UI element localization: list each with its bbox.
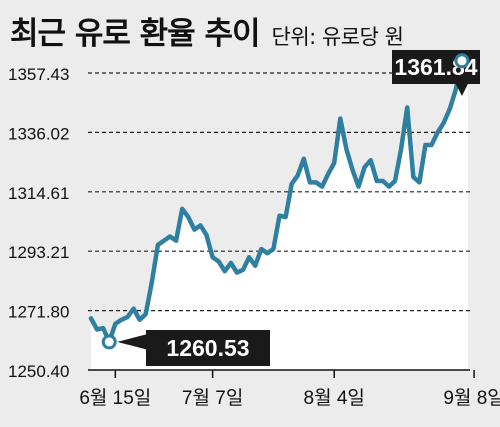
y-tick-label: 1357.43 xyxy=(8,65,69,84)
low-callout-label: 1260.53 xyxy=(166,335,249,361)
x-tick-label: 8월 4일 xyxy=(304,387,365,409)
y-tick-label: 1336.02 xyxy=(8,124,69,143)
x-tick-label: 6월 15일 xyxy=(79,387,151,409)
x-tick-label: 9월 8일 xyxy=(443,387,500,409)
low-callout-pointer xyxy=(117,333,148,350)
low-callout-box xyxy=(146,330,270,366)
series-line xyxy=(88,58,471,345)
y-tick-label: 1314.61 xyxy=(8,184,69,203)
y-tick-label: 1293.21 xyxy=(8,243,69,262)
y-tick-label: 1271.80 xyxy=(8,303,69,322)
y-tick-label: 1250.40 xyxy=(8,362,69,381)
chart-area-fill xyxy=(91,60,468,371)
low-callout-marker xyxy=(101,334,117,350)
high-callout-marker xyxy=(454,53,470,69)
chart-title: 최근 유로 환율 추이 xyxy=(10,16,261,52)
x-tick-label: 7월 7일 xyxy=(182,387,243,409)
title-row: 최근 유로 환율 추이 단위: 유로당 원 xyxy=(10,8,404,54)
chart-unit-label: 단위: 유로당 원 xyxy=(271,25,404,49)
high-callout-pointer xyxy=(455,84,468,96)
